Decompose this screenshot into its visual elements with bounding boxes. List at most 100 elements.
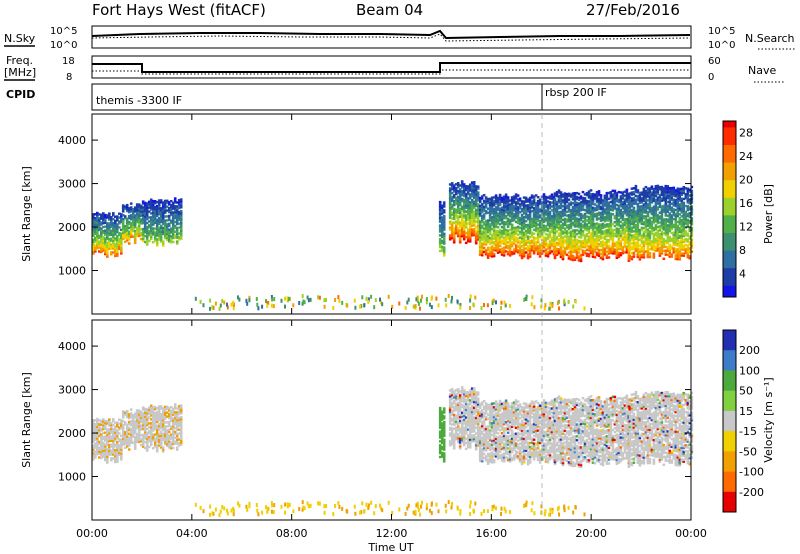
- power-cell: [474, 187, 478, 190]
- power-cell: [648, 216, 652, 220]
- power-cell: [149, 231, 153, 235]
- power-cell: [476, 230, 480, 233]
- power-cell: [157, 207, 161, 210]
- power-cell: [470, 216, 474, 219]
- power-cell: [654, 206, 658, 209]
- power-cell: [454, 192, 458, 196]
- power-cell: [542, 246, 546, 249]
- power-cell: [502, 211, 506, 214]
- power-cell: [634, 212, 638, 215]
- power-cell: [516, 245, 520, 248]
- power-cell: [468, 206, 472, 210]
- velocity-cell: [125, 427, 129, 430]
- power-cell: [628, 229, 632, 232]
- power-cell: [153, 213, 157, 217]
- power-cell: [577, 231, 581, 235]
- power-cell: [407, 297, 410, 302]
- power-cell: [460, 227, 464, 230]
- velocity-cell: [167, 444, 171, 447]
- power-cell: [613, 201, 617, 204]
- power-cell: [652, 209, 656, 212]
- power-cell: [374, 298, 377, 303]
- velocity-cell: [121, 426, 125, 429]
- power-cell: [536, 239, 540, 242]
- power-cell: [173, 224, 177, 228]
- power-cell: [638, 256, 642, 259]
- velocity-cell: [125, 445, 129, 448]
- velocity-cell: [153, 433, 157, 436]
- power-cell: [540, 244, 544, 247]
- power-cell: [644, 185, 648, 189]
- power-cell: [404, 305, 407, 310]
- power-cell: [648, 224, 652, 227]
- velocity-cell: [120, 458, 123, 461]
- power-cell: [591, 218, 595, 221]
- power-cell: [670, 224, 674, 227]
- power-cell: [555, 247, 559, 251]
- power-cell: [131, 209, 135, 213]
- power-cell: [585, 207, 589, 210]
- power-cell: [573, 242, 577, 246]
- power-cell: [157, 230, 161, 233]
- velocity-cell: [116, 448, 119, 452]
- power-cell: [149, 225, 153, 229]
- power-cell: [500, 239, 504, 243]
- velocity-cell: [106, 447, 109, 451]
- power-cell: [484, 239, 488, 242]
- power-cell: [561, 205, 565, 208]
- velocity-cell: [100, 441, 103, 444]
- power-cell: [555, 210, 559, 213]
- velocity-cell: [151, 447, 155, 450]
- power-cell: [605, 256, 609, 259]
- power-cell: [607, 240, 611, 244]
- power-cell: [544, 227, 548, 230]
- velocity-cell: [100, 437, 103, 440]
- power-cell: [619, 253, 623, 257]
- velocity-cell: [163, 431, 167, 434]
- velocity-cell: [125, 415, 129, 419]
- power-cell: [492, 231, 496, 234]
- velocity-cell: [135, 423, 139, 426]
- power-cell: [508, 242, 512, 245]
- power-cell: [628, 227, 632, 230]
- power-cell: [597, 211, 601, 214]
- power-cell: [114, 231, 117, 234]
- power-cell: [575, 225, 579, 228]
- power-cell: [575, 223, 579, 226]
- power-cell: [573, 213, 577, 216]
- power-cell: [265, 299, 267, 304]
- power-cell: [131, 213, 135, 217]
- power-cell: [591, 196, 595, 200]
- power-cell: [569, 195, 573, 198]
- power-cell: [678, 240, 682, 243]
- power-cell: [528, 249, 532, 252]
- power-cell: [514, 197, 518, 200]
- power-cell: [452, 235, 456, 238]
- power-cell: [674, 214, 678, 217]
- velocity-cell: [143, 411, 147, 414]
- power-cell: [601, 236, 605, 239]
- power-cell: [163, 199, 167, 203]
- power-cell: [472, 222, 476, 225]
- power-cell: [611, 228, 615, 232]
- power-cell: [555, 249, 559, 253]
- power-cell: [458, 225, 462, 228]
- power-cell: [494, 237, 498, 240]
- power-cell: [577, 208, 581, 211]
- power-cell: [96, 231, 99, 234]
- power-cell: [516, 249, 520, 252]
- power-cell: [634, 245, 638, 248]
- power-cell: [125, 229, 129, 232]
- power-cell: [442, 217, 446, 220]
- power-cell: [175, 218, 179, 222]
- power-cell: [492, 298, 495, 303]
- power-cell: [563, 231, 567, 234]
- power-cell: [597, 203, 601, 207]
- power-cell: [534, 237, 538, 240]
- power-cell: [145, 237, 149, 240]
- power-cell: [638, 197, 642, 200]
- power-cell: [563, 202, 567, 205]
- velocity-cell: [102, 435, 105, 439]
- power-cell: [516, 241, 520, 244]
